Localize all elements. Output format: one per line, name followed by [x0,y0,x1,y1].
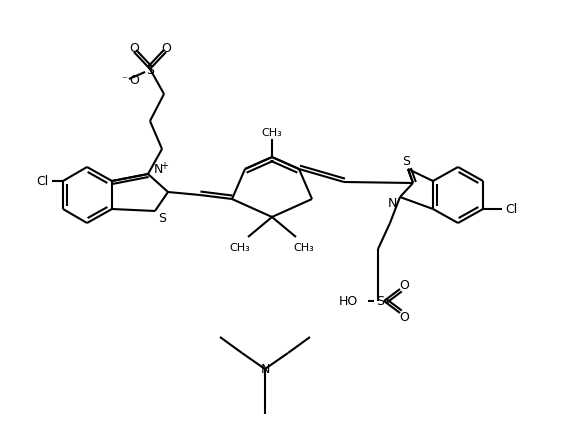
Text: CH₃: CH₃ [262,128,283,138]
Text: S: S [402,155,410,168]
Text: O: O [129,42,139,54]
Text: S: S [158,212,166,225]
Text: O: O [129,73,139,86]
Text: Cl: Cl [36,175,48,188]
Text: CH₃: CH₃ [294,243,314,252]
Text: +: + [160,161,168,171]
Text: N: N [387,197,397,210]
Text: N: N [154,163,163,176]
Text: S: S [146,64,154,76]
Text: CH₃: CH₃ [230,243,250,252]
Text: O: O [399,279,409,292]
Text: O: O [399,311,409,324]
Text: O: O [161,42,171,54]
Text: HO: HO [339,295,358,308]
Text: Cl: Cl [505,203,517,216]
Text: S: S [376,295,384,308]
Text: ⁻: ⁻ [121,75,127,85]
Text: N: N [261,363,270,376]
